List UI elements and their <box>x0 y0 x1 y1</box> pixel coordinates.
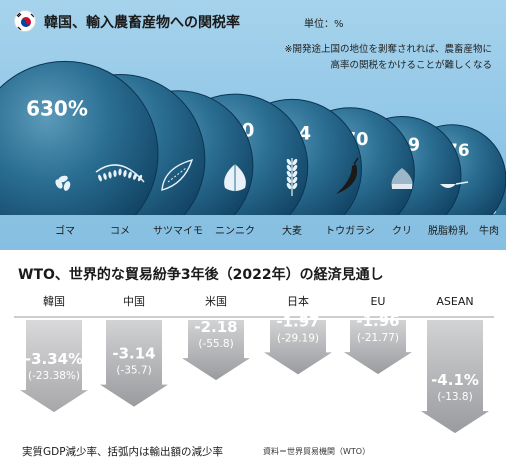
outlook-source: 資料＝世界貿易機関（WTO） <box>263 447 371 456</box>
outlook-arrow-shape <box>344 320 412 375</box>
tariff-category-label: 脱脂粉乳 <box>428 226 468 237</box>
tariff-category-label: 牛肉 <box>479 226 499 237</box>
tariff-category-label: ゴマ <box>55 226 75 237</box>
outlook-panel <box>0 250 506 468</box>
outlook-arrow-shape <box>264 320 332 375</box>
tariff-unit-label: 単位：% <box>304 19 344 30</box>
export-value-label: (-35.7) <box>116 365 151 377</box>
milk-powder-icon <box>440 181 469 188</box>
tariff-note: ※開発途上国の地位を剥奪されれば、農畜産物に 高率の関税をかけることが難しくなる <box>232 42 492 74</box>
outlook-arrow: 米国 -2.18 (-55.8) <box>182 295 250 381</box>
outlook-chart-title: WTO、世界的な貿易紛争3年後（2022年）の経済見通し <box>18 267 384 283</box>
outlook-country-label: ASEAN <box>436 295 473 308</box>
outlook-footnote: 実質GDP減少率、括弧内は輸出額の減少率 <box>22 446 224 458</box>
outlook-arrow: EU -1.96 (-21.77) <box>344 295 412 375</box>
outlook-country-label: 日本 <box>287 294 309 308</box>
tariff-category-label: 大麦 <box>282 226 302 237</box>
outlook-arrow: 韓国 -3.34% (-23.38%) <box>20 295 88 413</box>
tariff-category-label: サツマイモ <box>153 226 203 237</box>
outlook-country-label: 韓国 <box>43 295 65 308</box>
outlook-arrow-shape <box>20 320 88 413</box>
outlook-arrow-shape <box>421 320 489 434</box>
gdp-value-label: -4.1% <box>431 371 479 389</box>
sesame-icon <box>55 175 71 191</box>
tariff-note-line-1: ※開発途上国の地位を剥奪されれば、農畜産物に <box>284 44 492 55</box>
tariff-chart-title: 韓国、輸入農畜産物への関税率 <box>44 15 240 31</box>
sweet-potato-icon <box>161 158 194 191</box>
chili-pepper-icon <box>336 157 359 194</box>
outlook-country-label: EU <box>370 295 385 308</box>
wheat-icon <box>286 158 298 196</box>
export-value-label: (-23.38%) <box>28 370 80 382</box>
gdp-value-label: -2.18 <box>194 318 237 336</box>
gdp-value-label: -1.96 <box>356 312 399 330</box>
tariff-value-label: 630% <box>26 96 88 120</box>
gdp-value-label: -1.97 <box>276 312 319 330</box>
gdp-value-label: -3.34% <box>25 350 83 368</box>
chestnut-icon <box>391 168 413 189</box>
tariff-category-label: クリ <box>392 226 412 237</box>
export-value-label: (-13.8) <box>437 391 472 403</box>
tariff-bubble-chart: 40176219270324360385513630% <box>0 60 506 215</box>
outlook-arrow: 日本 -1.97 (-29.19) <box>264 294 332 375</box>
outlook-arrow: 中国 -3.14 (-35.7) <box>100 295 168 407</box>
tariff-category-label: ニンニク <box>215 226 255 237</box>
korea-flag-icon <box>14 10 36 32</box>
outlook-arrow-shape <box>100 320 168 407</box>
outlook-country-label: 米国 <box>205 295 227 308</box>
tariff-bubble <box>0 60 159 215</box>
export-value-label: (-29.19) <box>277 332 319 344</box>
garlic-icon <box>224 164 246 192</box>
outlook-arrow: ASEAN -4.1% (-13.8) <box>421 295 489 434</box>
gdp-value-label: -3.14 <box>112 345 155 363</box>
export-value-label: (-55.8) <box>198 338 233 350</box>
outlook-arrow-shape <box>182 320 250 381</box>
export-value-label: (-21.77) <box>357 332 399 344</box>
tariff-category-label: コメ <box>110 226 130 237</box>
rice-icon <box>95 164 145 183</box>
tariff-note-line-2: 高率の関税をかけることが難しくなる <box>330 60 492 71</box>
outlook-country-label: 中国 <box>123 295 145 308</box>
tariff-category-label: トウガラシ <box>325 226 375 237</box>
